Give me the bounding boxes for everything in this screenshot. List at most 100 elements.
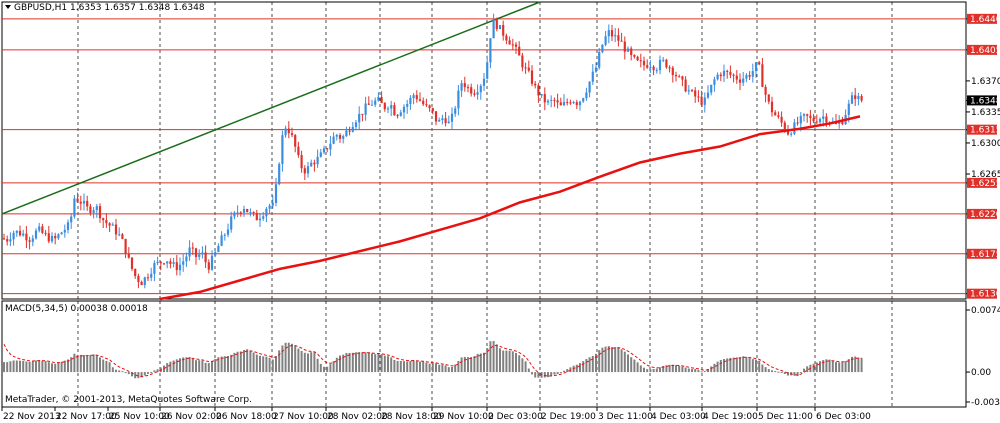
macd-bar (758, 360, 761, 373)
macd-bar (390, 357, 393, 373)
candle-body (790, 133, 793, 135)
candle-body (169, 261, 172, 264)
candle-body (265, 208, 268, 217)
candle-body (210, 255, 214, 270)
candle-body (662, 59, 665, 61)
horizontal-levels[interactable] (2, 18, 966, 295)
time-tick-label: 2 Dec 03:00 (488, 412, 543, 422)
price-pane[interactable] (1, 1, 967, 301)
macd-axis[interactable]: 0.00745 0.00 -0.00359 (966, 306, 1000, 408)
price-axis[interactable]: 1.6440 1.6405 1.6370 1.6348 1.6335 1.6315 1.63… (966, 13, 1000, 300)
candle-body (422, 100, 425, 105)
macd-bar (89, 355, 92, 373)
macd-bar (422, 361, 425, 373)
candle-body (66, 222, 70, 230)
macd-bar (249, 350, 252, 373)
candle-body (390, 105, 393, 109)
price-tick-label: 1.6265 (971, 170, 1000, 180)
price-tick-label: 1.6335 (971, 108, 1000, 118)
candle-body (268, 205, 271, 209)
macd-bar (588, 357, 591, 373)
macd-bar (252, 352, 255, 373)
candle-body (838, 121, 841, 124)
macd-bar (147, 372, 149, 374)
candle-body (732, 74, 735, 76)
macd-bar (707, 368, 709, 373)
candle-body (796, 122, 799, 124)
macd-bar (457, 361, 460, 373)
trendline-segment[interactable] (1, 1, 541, 215)
macd-bar (166, 363, 169, 373)
macd-bar (719, 359, 722, 373)
level-price-label: 1.6315 (970, 126, 1000, 136)
candle-body (252, 212, 255, 214)
macd-bar (169, 361, 172, 373)
macd-signal-polyline (3, 343, 862, 378)
copyright-text: MetaTrader, © 2001-2013, MetaQuotes Soft… (5, 395, 252, 405)
candle-body (553, 99, 556, 101)
macd-bar (783, 372, 786, 374)
candle-body (255, 213, 258, 221)
macd-bar (671, 364, 674, 373)
candlesticks (2, 13, 863, 289)
macd-bar (207, 363, 210, 373)
macd-bar (857, 357, 860, 373)
macd-bar (348, 352, 351, 373)
macd-bar (233, 352, 236, 373)
candle-body (434, 111, 438, 122)
candle-body (450, 113, 454, 122)
macd-tick-label: -0.00359 (971, 398, 1000, 408)
candle-body (38, 226, 41, 231)
macd-bar (236, 351, 239, 373)
macd-bar (284, 342, 287, 373)
price-tick-label: 1.6370 (971, 77, 1000, 87)
candle-body (98, 206, 102, 219)
candle-body (70, 216, 73, 223)
macd-bar (86, 355, 89, 373)
macd-bar (287, 342, 290, 373)
candle-body (54, 235, 57, 239)
candle-body (18, 230, 22, 236)
candle-body (668, 67, 671, 69)
macd-bar (342, 354, 345, 373)
candle-body (214, 252, 217, 256)
candle-body (431, 108, 434, 112)
level-price-box (967, 288, 997, 299)
triangle-down-icon[interactable] (5, 5, 11, 9)
macd-bar (31, 361, 34, 373)
macd-bar (15, 360, 18, 373)
macd-bar (195, 360, 197, 373)
candle-body (623, 41, 626, 52)
macd-bar (409, 360, 412, 373)
trendline[interactable] (1, 1, 541, 215)
candle-body (591, 71, 594, 82)
candle-body (812, 118, 815, 122)
candle-body (706, 92, 710, 98)
candle-body (374, 100, 377, 105)
macd-bar (105, 360, 108, 373)
macd-bar (364, 352, 367, 373)
macd-bar (764, 367, 767, 373)
candle-body (473, 93, 476, 95)
macd-bar (595, 353, 597, 373)
macd-bar (339, 355, 341, 373)
candle-body (28, 240, 31, 242)
candle-body (729, 71, 732, 75)
candle-body (204, 252, 207, 263)
candle-body (687, 90, 690, 92)
macd-bar (76, 354, 79, 373)
candle-body (860, 95, 863, 101)
candle-body (460, 83, 463, 91)
macd-pane[interactable]: MACD(5,34,5) 0.00038 0.00018 MetaTrader,… (1, 300, 967, 408)
candle-body (310, 162, 313, 167)
candle-body (719, 74, 722, 77)
macd-bar (473, 356, 476, 373)
candle-body (351, 126, 354, 132)
macd-bar (771, 370, 773, 373)
macd-bar (307, 353, 309, 373)
macd-bar (819, 361, 821, 373)
candle-body (466, 87, 470, 89)
candle-body (799, 115, 802, 124)
